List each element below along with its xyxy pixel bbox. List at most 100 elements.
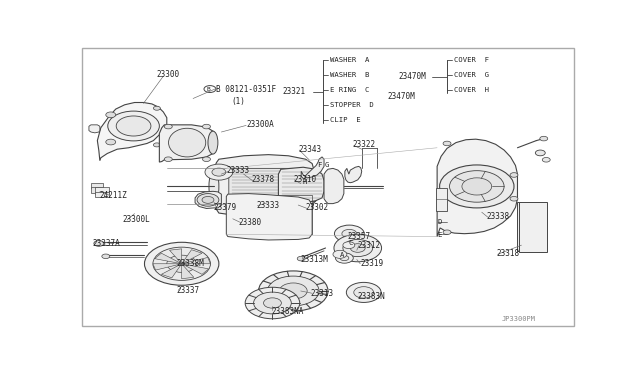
Text: 23318: 23318 (497, 249, 520, 258)
Circle shape (284, 222, 291, 226)
Text: 23300A: 23300A (246, 121, 274, 129)
Text: 23470M: 23470M (399, 72, 426, 81)
Text: F: F (317, 162, 321, 168)
Text: 23380: 23380 (239, 218, 262, 227)
Text: 23343: 23343 (298, 145, 321, 154)
Circle shape (449, 171, 504, 202)
Circle shape (510, 173, 518, 177)
Text: COVER  H: COVER H (454, 87, 489, 93)
Text: B 08121-0351F: B 08121-0351F (216, 84, 276, 93)
Text: G: G (324, 162, 329, 168)
Polygon shape (159, 125, 215, 162)
Circle shape (297, 256, 305, 261)
Circle shape (510, 196, 518, 201)
Circle shape (443, 141, 451, 146)
Polygon shape (182, 250, 202, 264)
Polygon shape (278, 167, 324, 203)
Polygon shape (89, 125, 100, 133)
Circle shape (102, 254, 110, 259)
Ellipse shape (208, 131, 218, 154)
Circle shape (202, 157, 211, 161)
Polygon shape (227, 193, 312, 240)
Text: D: D (437, 219, 442, 225)
Ellipse shape (308, 171, 319, 202)
Circle shape (116, 116, 151, 136)
Ellipse shape (168, 128, 205, 157)
Circle shape (212, 168, 226, 176)
Circle shape (346, 282, 381, 302)
Text: JP3300PM: JP3300PM (502, 316, 536, 322)
Text: WASHER  B: WASHER B (330, 72, 369, 78)
Circle shape (340, 256, 349, 261)
Circle shape (94, 241, 104, 246)
Bar (436, 188, 447, 211)
Circle shape (202, 124, 211, 129)
Circle shape (106, 139, 116, 145)
Circle shape (443, 230, 451, 235)
Text: 23378: 23378 (251, 175, 275, 184)
Text: (1): (1) (231, 97, 245, 106)
Circle shape (264, 298, 282, 308)
Circle shape (262, 207, 294, 226)
Circle shape (164, 124, 172, 129)
Circle shape (335, 225, 364, 242)
Circle shape (164, 157, 172, 161)
Text: E RING  C: E RING C (330, 87, 369, 93)
Polygon shape (437, 139, 518, 237)
Circle shape (343, 242, 355, 248)
Circle shape (202, 196, 214, 203)
Polygon shape (161, 264, 182, 278)
Polygon shape (155, 253, 182, 264)
Text: CLIP  E: CLIP E (330, 117, 360, 123)
Text: 23333: 23333 (256, 201, 279, 209)
Text: 23357: 23357 (348, 232, 371, 241)
Polygon shape (214, 155, 314, 218)
Circle shape (342, 230, 356, 238)
Text: C: C (349, 240, 353, 246)
Text: 23322: 23322 (353, 140, 376, 150)
Text: 23313: 23313 (310, 289, 334, 298)
Polygon shape (182, 257, 211, 264)
Text: 23310: 23310 (293, 175, 316, 184)
Circle shape (204, 86, 216, 93)
Circle shape (350, 244, 365, 252)
Circle shape (154, 143, 161, 147)
Circle shape (343, 240, 372, 257)
Circle shape (197, 193, 219, 206)
Circle shape (268, 276, 319, 306)
Text: 23312: 23312 (358, 241, 381, 250)
Polygon shape (97, 103, 167, 161)
Polygon shape (182, 264, 194, 279)
Circle shape (259, 271, 328, 311)
Circle shape (280, 283, 307, 299)
Ellipse shape (310, 171, 319, 202)
Text: 23321: 23321 (282, 87, 305, 96)
Ellipse shape (209, 169, 219, 203)
Polygon shape (301, 157, 324, 179)
Text: 23313M: 23313M (301, 255, 328, 264)
Circle shape (535, 150, 545, 156)
Text: 23302: 23302 (306, 203, 329, 212)
Circle shape (108, 111, 159, 141)
Circle shape (354, 287, 374, 298)
Circle shape (205, 164, 233, 180)
Polygon shape (182, 264, 209, 274)
Text: E: E (437, 232, 442, 238)
Circle shape (540, 136, 548, 141)
Text: 23300L: 23300L (122, 215, 150, 224)
Text: COVER  G: COVER G (454, 72, 489, 78)
Text: 23470M: 23470M (388, 92, 415, 101)
Text: 23383N: 23383N (358, 292, 385, 301)
Text: 23338M: 23338M (177, 259, 204, 268)
Bar (518, 202, 522, 251)
Text: A: A (340, 252, 344, 258)
Circle shape (542, 157, 550, 162)
Text: 23337A: 23337A (92, 239, 120, 248)
Bar (91, 187, 103, 193)
Text: 23338: 23338 (486, 212, 510, 221)
Text: 23300: 23300 (157, 70, 180, 79)
Bar (91, 183, 103, 189)
Circle shape (106, 112, 116, 118)
Circle shape (154, 106, 161, 110)
Text: 23337: 23337 (177, 286, 200, 295)
